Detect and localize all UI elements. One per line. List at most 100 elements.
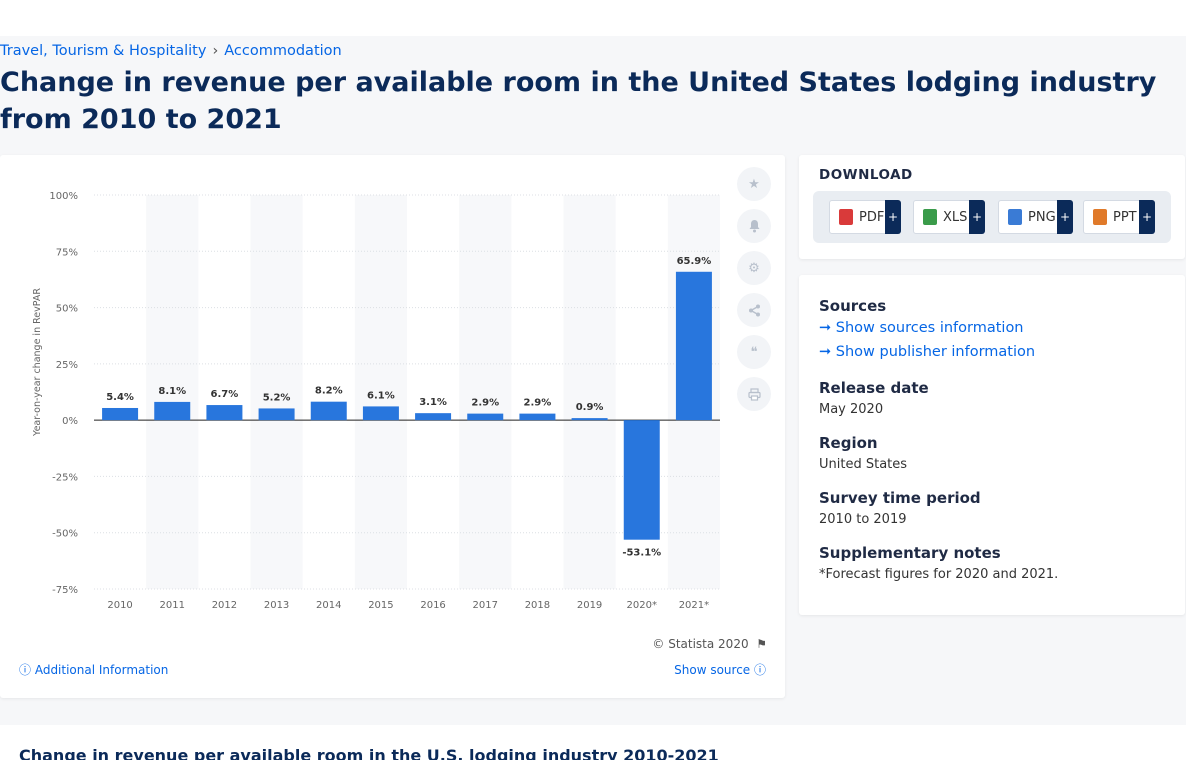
print-icon[interactable]: [737, 377, 771, 411]
x-tick-label: 2018: [525, 600, 550, 611]
bar: [675, 271, 712, 421]
show-source-link[interactable]: Show source ⓘ: [674, 661, 766, 678]
y-tick-label: -25%: [52, 472, 78, 483]
survey-period-heading: Survey time period: [819, 489, 981, 507]
data-label: 5.4%: [106, 392, 134, 403]
x-tick-label: 2010: [107, 600, 132, 611]
arrow-right-icon: ➞: [819, 344, 836, 360]
download-xls-button[interactable]: XLS +: [913, 200, 985, 234]
x-tick-label: 2017: [473, 600, 498, 611]
download-pdf-label: PDF: [859, 209, 885, 225]
quote-icon[interactable]: ❝: [737, 335, 771, 369]
copyright-text: © Statista 2020: [652, 637, 749, 651]
pdf-file-icon: [839, 209, 853, 225]
x-tick-label: 2015: [368, 600, 393, 611]
bottom-title: Change in revenue per available room in …: [19, 746, 719, 760]
share-icon[interactable]: [737, 293, 771, 327]
download-bar: PDF + XLS + PNG + PPT +: [813, 191, 1171, 243]
arrow-right-icon: ➞: [819, 320, 836, 336]
plus-icon[interactable]: +: [1057, 200, 1073, 234]
plus-icon[interactable]: +: [1139, 200, 1155, 234]
ppt-file-icon: [1093, 209, 1107, 225]
supplementary-notes-heading: Supplementary notes: [819, 544, 1001, 562]
bar: [102, 407, 139, 421]
breadcrumb-travel[interactable]: Travel, Tourism & Hospitality: [0, 43, 207, 59]
data-label: -53.1%: [622, 548, 661, 559]
bar: [310, 401, 347, 421]
y-tick-label: 0%: [62, 416, 78, 427]
download-ppt-button[interactable]: PPT +: [1083, 200, 1155, 234]
show-sources-label: Show sources information: [835, 320, 1024, 336]
copyright-note: © Statista 2020 ⚑: [652, 637, 767, 651]
data-label: 6.1%: [367, 390, 395, 401]
bottom-card: Change in revenue per available room in …: [0, 725, 1186, 760]
region-heading: Region: [819, 434, 878, 452]
release-date-value: May 2020: [819, 402, 884, 417]
additional-info-link[interactable]: ⓘ Additional Information: [19, 661, 168, 678]
breadcrumb: Travel, Tourism & Hospitality › Accommod…: [0, 43, 342, 59]
gear-icon[interactable]: ⚙: [737, 251, 771, 285]
region-value: United States: [819, 457, 908, 472]
data-label: 65.9%: [677, 256, 712, 267]
show-source-label: Show source: [674, 663, 751, 677]
xls-file-icon: [923, 209, 937, 225]
x-tick-label: 2016: [420, 600, 445, 611]
flag-icon[interactable]: ⚑: [752, 637, 767, 651]
show-sources-link[interactable]: ➞ Show sources information: [819, 320, 1024, 336]
download-png-button[interactable]: PNG +: [998, 200, 1073, 234]
y-tick-label: 50%: [56, 304, 78, 315]
data-label: 0.9%: [576, 402, 604, 413]
plus-icon[interactable]: +: [969, 200, 985, 234]
x-tick-label: 2014: [316, 600, 341, 611]
additional-info-label: Additional Information: [34, 663, 169, 677]
release-date-heading: Release date: [819, 379, 929, 397]
y-axis-label: Year-on-year change in RevPAR: [32, 288, 43, 437]
star-icon[interactable]: ★: [737, 167, 771, 201]
bar: [467, 413, 504, 421]
x-tick-label: 2020*: [627, 600, 657, 611]
y-tick-label: -75%: [52, 585, 78, 596]
show-publisher-link[interactable]: ➞ Show publisher information: [819, 344, 1035, 360]
download-xls-label: XLS: [943, 209, 968, 225]
download-pdf-button[interactable]: PDF +: [829, 200, 901, 234]
show-publisher-label: Show publisher information: [835, 344, 1036, 360]
x-tick-label: 2021*: [679, 600, 709, 611]
bell-icon[interactable]: [737, 209, 771, 243]
data-label: 2.9%: [524, 398, 552, 409]
breadcrumb-separator: ›: [212, 43, 219, 59]
bar: [571, 418, 608, 421]
info-icon: ⓘ: [19, 663, 35, 677]
bar: [623, 420, 660, 540]
x-tick-label: 2019: [577, 600, 602, 611]
bar: [206, 405, 243, 421]
y-tick-label: -50%: [52, 529, 78, 540]
data-label: 2.9%: [471, 398, 499, 409]
info-icon: ⓘ: [750, 663, 766, 677]
x-tick-label: 2013: [264, 600, 289, 611]
bar: [415, 413, 452, 421]
column-band: [250, 195, 303, 589]
bar: [154, 401, 191, 421]
y-tick-label: 75%: [56, 247, 78, 258]
y-tick-label: 100%: [49, 191, 78, 202]
download-ppt-label: PPT: [1113, 209, 1137, 225]
download-title: DOWNLOAD: [819, 167, 913, 183]
top-bar: [0, 0, 1186, 36]
x-tick-label: 2011: [160, 600, 185, 611]
bar: [519, 413, 556, 421]
column-band: [354, 195, 407, 589]
sources-heading: Sources: [819, 297, 887, 315]
y-tick-label: 25%: [56, 360, 78, 371]
breadcrumb-accommodation[interactable]: Accommodation: [224, 43, 342, 59]
page-title: Change in revenue per available room in …: [0, 67, 1157, 135]
bar-chart: 100% 75% 50% 25% 0% -25% -50% -75% Year-on-year …: [32, 191, 720, 611]
plus-icon[interactable]: +: [885, 200, 901, 234]
download-card: DOWNLOAD PDF + XLS + PNG + PPT +: [799, 155, 1185, 259]
column-band: [146, 195, 199, 589]
info-card: Sources ➞ Show sources information ➞ Sho…: [799, 275, 1185, 615]
data-label: 6.7%: [211, 389, 239, 400]
data-label: 8.2%: [315, 386, 343, 397]
chart-tools: ★ ⚙ ❝: [737, 167, 773, 419]
data-label: 8.1%: [158, 386, 186, 397]
x-tick-label: 2012: [212, 600, 237, 611]
